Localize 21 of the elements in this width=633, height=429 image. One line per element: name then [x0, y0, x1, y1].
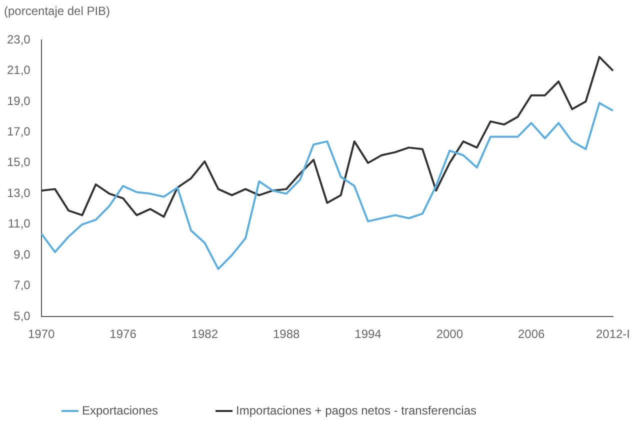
- y-tick-label: 17,0: [6, 124, 31, 139]
- legend-label: Importaciones + pagos netos - transferencias: [236, 403, 477, 418]
- x-tick-label: 1988: [272, 327, 300, 342]
- legend-label: Exportaciones: [82, 403, 158, 418]
- y-tick-label: 23,0: [6, 32, 31, 46]
- x-tick-label: 1982: [191, 327, 218, 342]
- y-tick-label: 11,0: [8, 216, 31, 231]
- x-tick-label: 2012-I: [596, 327, 630, 342]
- x-tick-label: 1994: [354, 327, 382, 342]
- x-tick-label: 2000: [436, 327, 464, 342]
- y-tick-label: 9,0: [14, 247, 31, 262]
- y-tick-label: 13,0: [6, 186, 31, 200]
- x-tick-label: 2006: [518, 327, 545, 342]
- x-tick-label: 1970: [28, 327, 56, 342]
- y-tick-label: 7,0: [14, 278, 31, 292]
- y-tick-label: 15,0: [6, 155, 31, 170]
- y-tick-label: 5,0: [14, 308, 31, 323]
- y-axis-title: (porcentaje del PIB): [4, 4, 110, 18]
- y-tick-label: 21,0: [6, 63, 31, 78]
- x-tick-label: 1976: [110, 327, 137, 342]
- y-tick-label: 19,0: [6, 94, 31, 108]
